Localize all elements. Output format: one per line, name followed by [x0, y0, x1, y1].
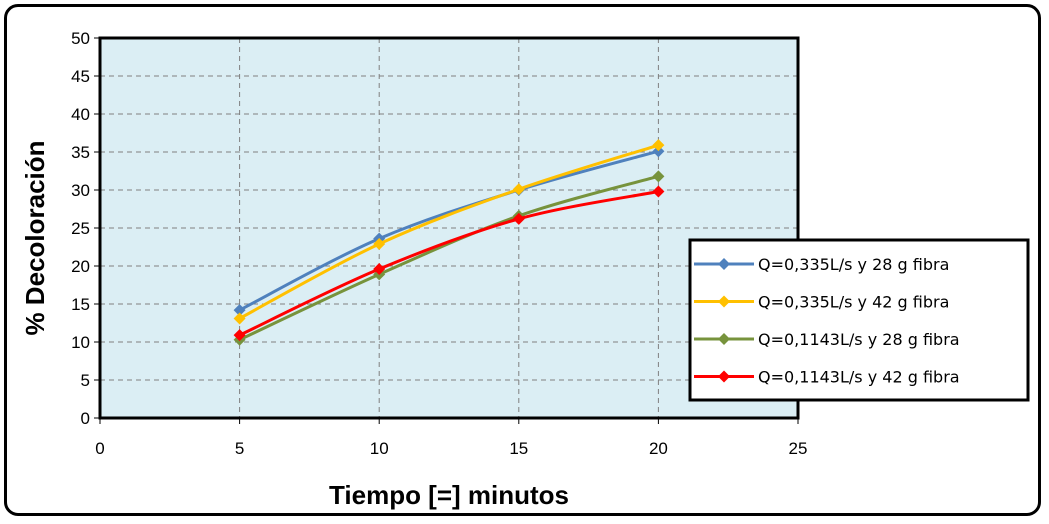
x-tick-label: 15: [509, 439, 528, 458]
series-layer: [233, 139, 665, 346]
data-point: [652, 139, 665, 152]
data-point: [652, 145, 665, 158]
data-point: [512, 212, 525, 225]
x-tick-label: 5: [235, 439, 244, 458]
y-tick-label: 35: [71, 143, 90, 162]
legend-label: Q=0,335L/s y 42 g fibra: [758, 293, 949, 312]
x-tick-label: 10: [370, 439, 389, 458]
plot-border: [98, 36, 800, 420]
legend-marker: [718, 333, 730, 345]
series-line: [238, 190, 659, 337]
data-point: [233, 312, 246, 325]
data-point: [233, 304, 246, 317]
grid: [94, 36, 800, 424]
legend-marker: [718, 295, 730, 308]
x-axis-title: Tiempo [=] minutos: [329, 480, 569, 510]
legend-item-2: Q=0,335L/s y 42 g fibra: [694, 293, 949, 312]
legend-label: Q=0,1143L/s y 28 g fibra: [758, 330, 960, 349]
legend-marker: [718, 258, 730, 270]
y-tick-label: 5: [81, 371, 90, 390]
series-line: [238, 149, 659, 312]
x-tick-label: 20: [649, 439, 668, 458]
tick-labels: 0 5 10 15 20 25 30 35 40 45 50 0 5 10 15 20 25: [71, 29, 807, 458]
legend: Q=0,335L/s y 28 g fibra Q=0,335L/s y 42 g…: [688, 238, 1030, 402]
data-point: [652, 185, 665, 198]
x-tick-label: 25: [789, 439, 808, 458]
data-point: [652, 170, 665, 183]
series-4: [233, 185, 665, 342]
y-tick-label: 50: [71, 29, 90, 48]
y-tick-label: 40: [71, 105, 90, 124]
legend-marker: [718, 370, 730, 383]
y-tick-label: 25: [71, 219, 90, 238]
legend-box: [688, 238, 1030, 402]
series-2: [233, 139, 665, 325]
y-tick-label: 10: [71, 333, 90, 352]
legend-item-1: Q=0,335L/s y 28 g fibra: [694, 255, 949, 274]
series-line: [238, 143, 659, 320]
legend-label: Q=0,1143L/s y 42 g fibra: [758, 368, 960, 387]
plot-background: [100, 38, 798, 418]
data-point: [512, 183, 525, 196]
y-tick-label: 45: [71, 67, 90, 86]
plot-area: [100, 38, 798, 418]
series-line: [238, 174, 659, 342]
data-point: [373, 237, 386, 250]
y-axis-title: % Decoloración: [20, 140, 50, 335]
data-point: [233, 329, 246, 342]
y-tick-label: 20: [71, 257, 90, 276]
data-point: [373, 263, 386, 276]
legend-label: Q=0,335L/s y 28 g fibra: [758, 255, 949, 274]
y-tick-label: 15: [71, 295, 90, 314]
legend-item-3: Q=0,1143L/s y 28 g fibra: [694, 330, 960, 349]
y-tick-label: 30: [71, 181, 90, 200]
legend-item-4: Q=0,1143L/s y 42 g fibra: [694, 368, 960, 387]
x-tick-label: 0: [95, 439, 104, 458]
y-tick-label: 0: [81, 409, 90, 428]
